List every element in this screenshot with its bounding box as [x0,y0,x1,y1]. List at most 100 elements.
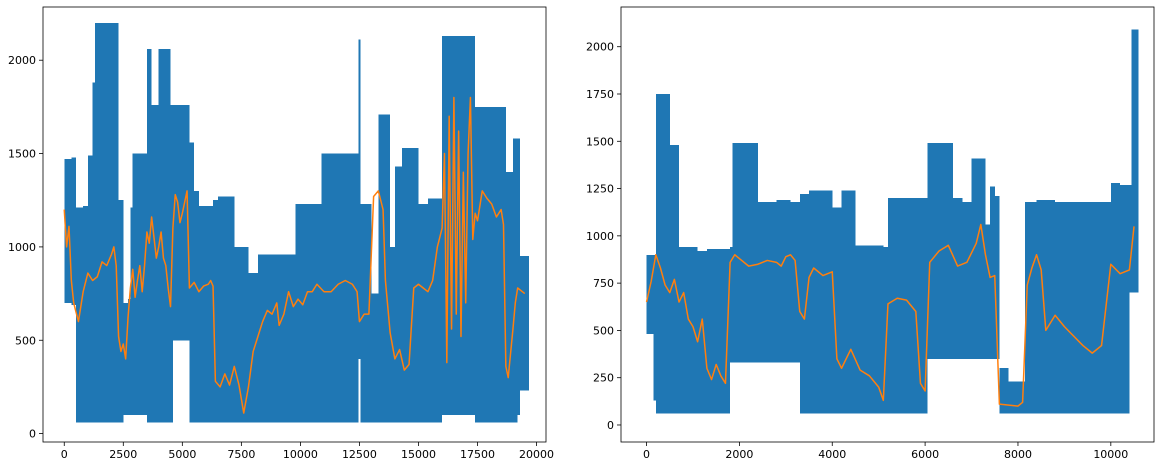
band-segment [706,249,717,414]
band-segment [217,196,225,423]
band-segment [347,153,355,423]
band-segment [653,254,656,401]
band-segment [213,200,218,423]
x-tick-label: 15000 [401,448,436,461]
band-segment [128,299,131,415]
band-segment [1036,199,1056,414]
x-tick-label: 5000 [168,448,196,461]
x-tick-label: 8000 [1004,448,1032,461]
band-segment [205,205,214,423]
band-segment [505,172,513,423]
band-segment [1106,201,1111,414]
band-segment [142,153,147,415]
y-tick-label: 500 [15,334,36,347]
band-segment [832,207,842,414]
band-segment [172,105,183,341]
band-segment [990,186,995,359]
band-segment [1120,184,1130,414]
band-segment [269,254,284,423]
band-segment [1073,201,1093,414]
band-segment [92,82,95,423]
band-segment [943,143,953,359]
band-segment [971,158,981,359]
band-segment [354,153,359,423]
x-tick-label: 12500 [342,448,377,461]
band-segment [1131,29,1137,293]
y-tick-label: 1500 [586,135,614,148]
band-segment [87,155,93,423]
band-segment [646,254,654,335]
band-segment [116,22,119,423]
band-segment [321,153,332,423]
band-segment [491,106,499,423]
band-segment [1110,182,1121,414]
band-segment [757,201,777,363]
band-segment [665,94,670,414]
band-segment [257,254,270,423]
left-plot: 0 2500 5000 7500 10000 12500 15000 17500 20000 0 5… [8,6,554,461]
x-tick-label: 10000 [1093,448,1128,461]
band-segment [809,190,823,414]
band-segment [314,203,322,423]
band-segment [1136,29,1139,293]
band-segment [234,246,242,423]
axes-frame [620,6,1155,443]
y-tick-label: 0 [607,419,614,432]
band-segment [822,190,833,414]
x-tick-label: 4000 [818,448,846,461]
band-segment [248,273,258,423]
band-segment [360,203,369,423]
band-segment [855,245,870,414]
axes-frame [42,6,547,443]
band-segment [730,247,733,363]
band-segment [1092,201,1107,414]
band-segment [517,138,521,415]
band-segment [368,203,372,423]
band-segment [158,49,171,423]
y-tick-label: 2000 [586,41,614,54]
band-segment [1008,381,1023,414]
band-segment [340,153,348,423]
band-segment [776,199,791,363]
band-segment [962,201,972,359]
x-tick-label: 2000 [725,448,753,461]
band-segment [378,114,386,423]
band-segment [385,114,391,423]
band-segment [198,205,206,423]
band-segment [224,196,235,423]
band-segment [688,247,698,414]
band-segment [498,106,506,423]
band-segment [1024,201,1037,414]
band-segment [118,200,124,423]
band-segment [915,198,926,414]
band-segment [887,198,907,414]
y-tick-label: 0 [29,428,36,441]
band-segment [994,196,1000,359]
band-segment [290,254,296,423]
band-segment [475,106,485,423]
band-segment [1129,184,1132,293]
y-tick-label: 2000 [8,54,36,67]
band-segment [437,198,443,423]
band-segment [883,247,888,414]
band-segment [716,249,726,414]
y-tick-label: 1000 [586,230,614,243]
band-segment [104,22,117,423]
x-tick-label: 7500 [227,448,255,461]
band-segment [71,157,77,305]
band-segment [283,254,291,423]
x-tick-label: 0 [643,448,650,461]
band-segment [442,35,457,415]
series-line-1 [645,223,1135,407]
y-tick-label: 1500 [8,148,36,161]
band-segment [130,207,133,415]
band-segment [427,198,438,423]
band-segment [790,201,800,363]
band-segment [182,105,190,341]
band-segment [151,105,159,423]
band-segment [305,203,315,423]
band-segment [331,153,341,423]
y-tick-label: 500 [593,324,614,337]
band-segment [697,250,707,414]
band-segment [401,147,412,423]
